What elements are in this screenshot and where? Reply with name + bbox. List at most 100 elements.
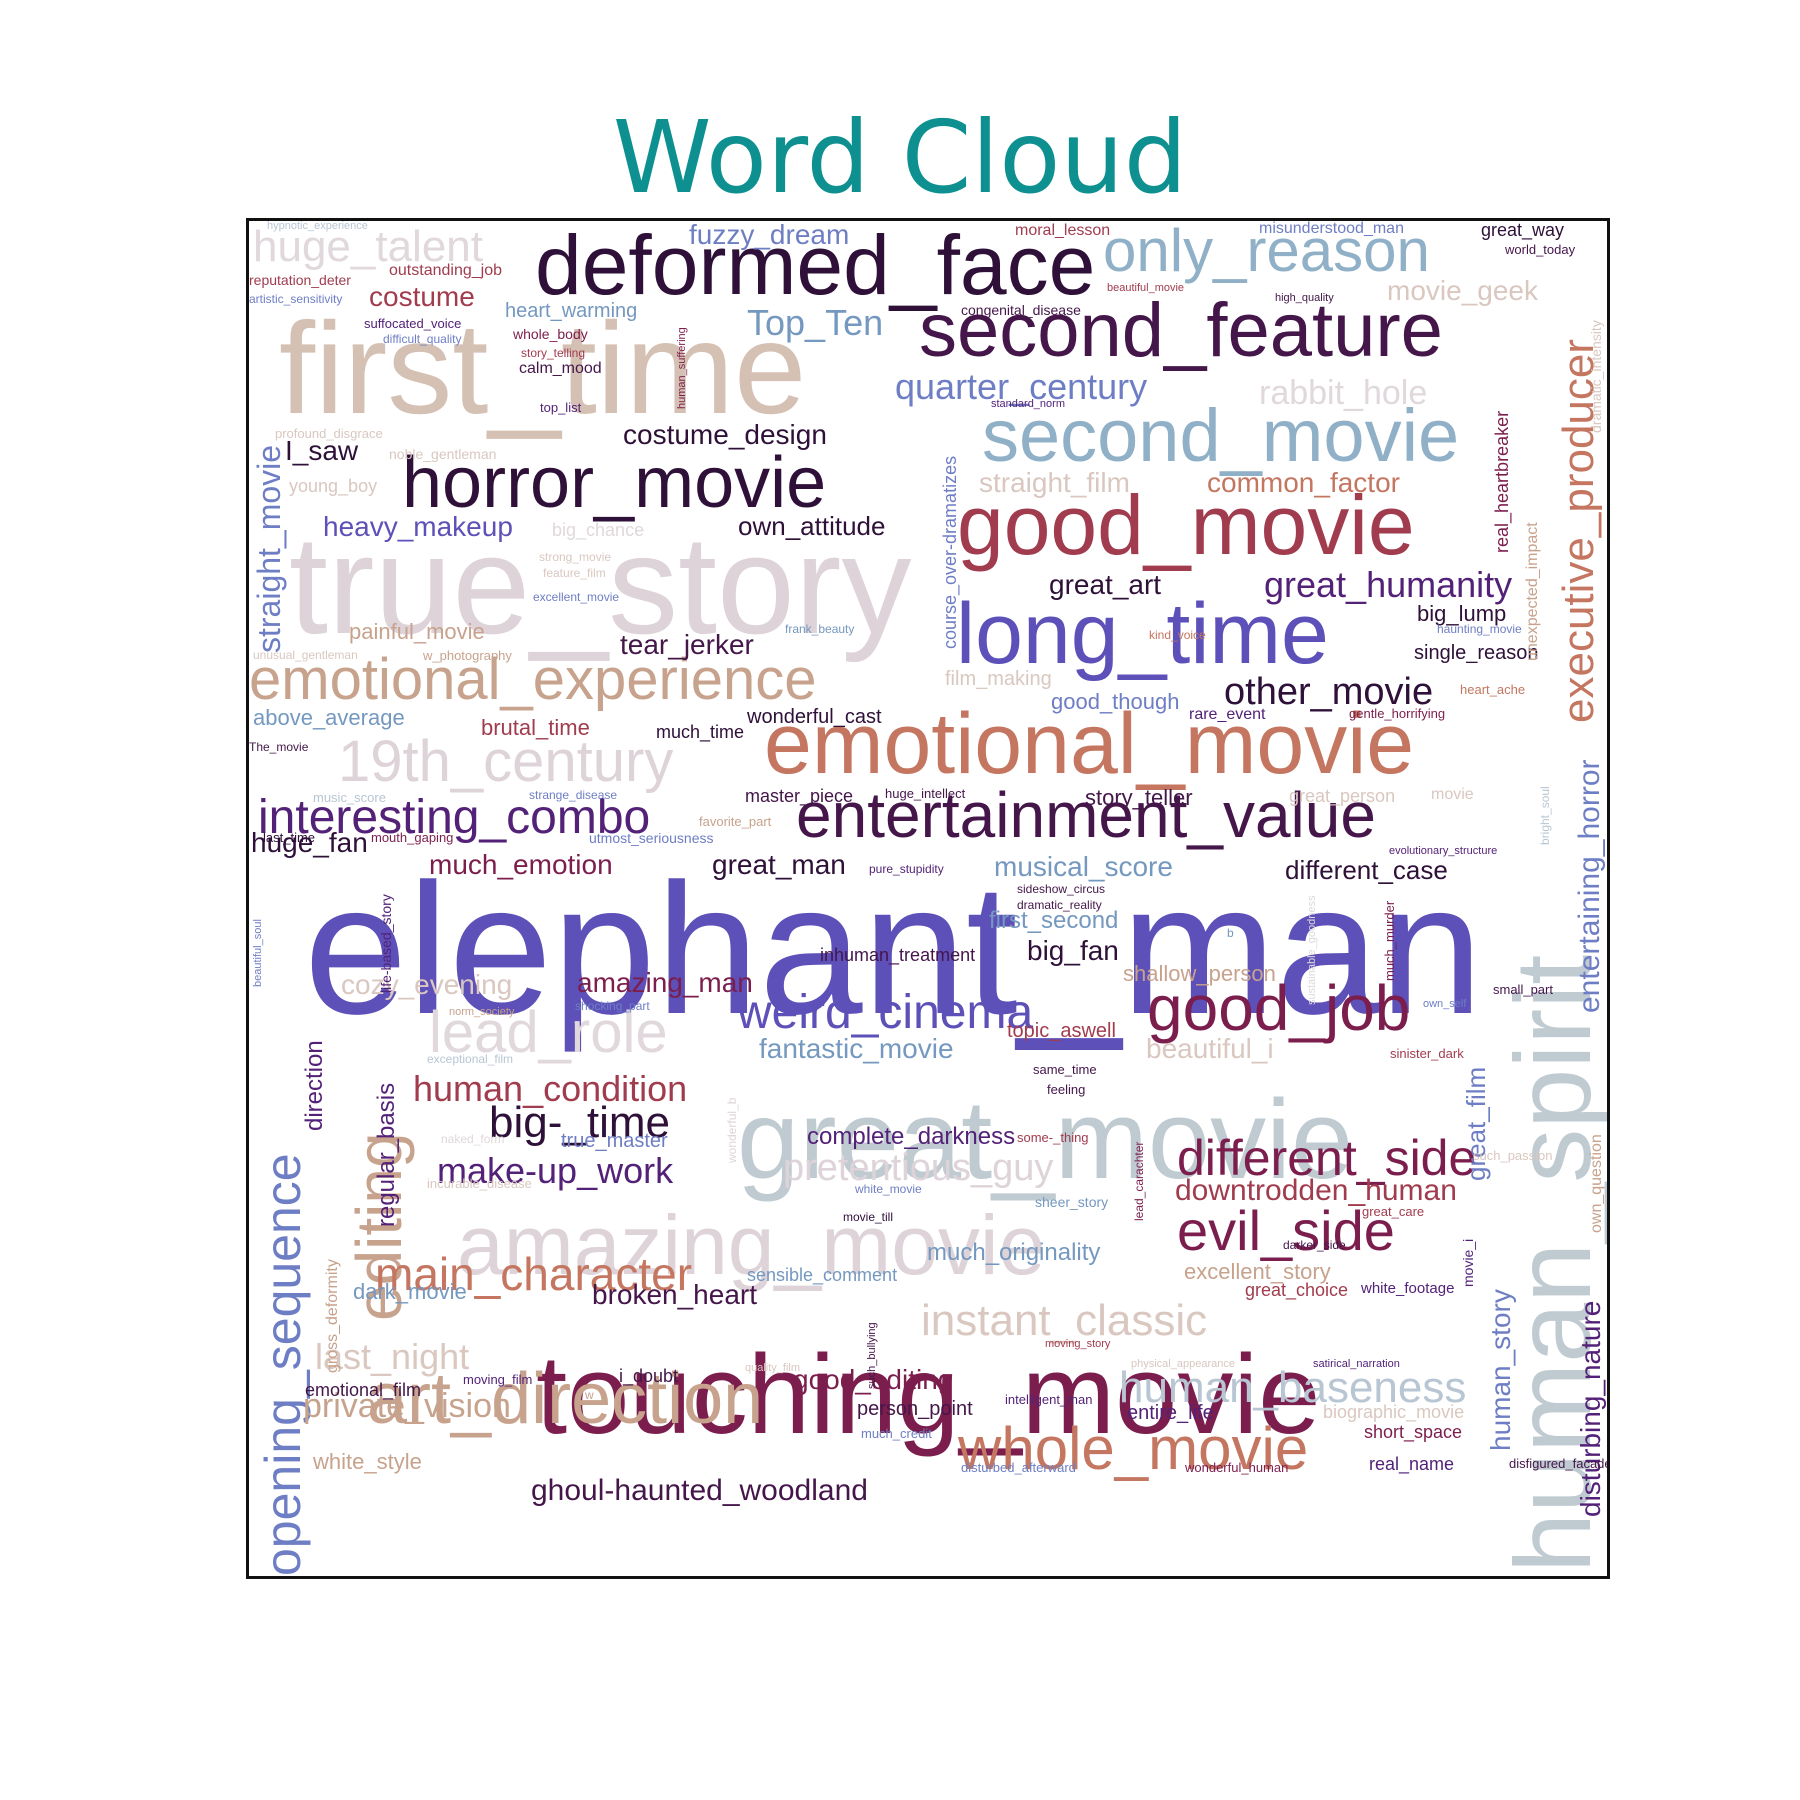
word: inhuman_treatment xyxy=(820,945,976,965)
word: some-_thing xyxy=(1017,1130,1089,1145)
word: huge_fan xyxy=(251,827,368,858)
word: bright_soul xyxy=(1538,786,1552,845)
word: costume xyxy=(369,281,475,312)
word: standard_norm xyxy=(991,398,1065,410)
word: good_job xyxy=(1147,972,1411,1044)
word: huge_talent xyxy=(253,222,483,271)
word: strong_movie xyxy=(539,550,612,564)
word: same_time xyxy=(1033,1062,1097,1077)
word: heavy_makeup xyxy=(323,511,513,542)
word: 19th_century xyxy=(338,729,674,794)
word: haunting_movie xyxy=(1437,622,1522,636)
word: excellent_movie xyxy=(533,590,620,604)
word: sinister_dark xyxy=(1390,1046,1464,1061)
word: lead_role xyxy=(429,1000,668,1065)
word: amazing_man xyxy=(577,967,753,998)
word: I_saw xyxy=(285,435,359,466)
word: long_time xyxy=(956,586,1329,682)
word: difficult_quality xyxy=(383,332,462,346)
word: brutal_time xyxy=(481,715,590,740)
word: topic_aswell xyxy=(1007,1020,1116,1042)
word: misunderstood_man xyxy=(1259,220,1404,237)
word: horror_movie xyxy=(402,443,827,523)
word: movie xyxy=(1431,786,1474,803)
word: common_factor xyxy=(1207,467,1400,498)
word: human_suffering xyxy=(676,327,688,409)
word: wonderful_human xyxy=(1185,1460,1289,1475)
word: disturbing_nature xyxy=(1575,1300,1606,1517)
word: unusual_gentleman xyxy=(253,648,358,662)
word: white_movie xyxy=(855,1182,922,1196)
word: reputation_deter xyxy=(249,272,351,288)
word: evil_side xyxy=(1177,1199,1395,1262)
word: tear_jerker xyxy=(620,629,754,660)
word: sustainable_goodness xyxy=(1306,895,1318,1005)
word: painful_movie xyxy=(349,619,485,644)
word: The_movie xyxy=(249,740,309,754)
word: much_credit xyxy=(861,1426,932,1441)
word: w_photography xyxy=(423,648,512,663)
word: human_story xyxy=(1485,1289,1516,1451)
word: music_score xyxy=(313,790,386,805)
word: different_side xyxy=(1177,1130,1477,1186)
word-cloud: elephant_man true_story first_time touch… xyxy=(246,218,1610,1579)
word: beautiful_soul xyxy=(252,919,264,987)
word: first_time xyxy=(279,295,807,441)
word: true_master xyxy=(561,1130,668,1152)
word: beautiful_i xyxy=(1146,1033,1274,1064)
word: noble_gentleman xyxy=(389,446,497,462)
word: entertaining_horror xyxy=(1573,759,1606,1014)
word: intelligent_man xyxy=(1005,1392,1093,1407)
word: straight_movie xyxy=(251,444,287,653)
word: outstanding_job xyxy=(389,262,502,279)
word: excellent_story xyxy=(1184,1259,1331,1284)
word: entire_life xyxy=(1127,1402,1214,1424)
word: disturbed_afterward xyxy=(961,1460,1076,1475)
word: rare_event xyxy=(1189,706,1266,723)
word: emotional_film xyxy=(305,1380,422,1400)
word: only_reason xyxy=(1103,218,1430,284)
word: single_reason xyxy=(1414,642,1539,664)
word: above_average xyxy=(253,705,405,730)
word: cozy_evening xyxy=(341,969,513,1000)
word: evolutionary_structure xyxy=(1389,845,1498,857)
word: true_story xyxy=(289,506,912,663)
word: incurable_disease xyxy=(427,1176,532,1191)
word: hypnotic_experience xyxy=(267,220,368,232)
word: direction xyxy=(301,1040,328,1131)
word: wonderful_b xyxy=(725,1097,739,1163)
word: great_person xyxy=(1289,786,1396,806)
word: rabbit_hole xyxy=(1259,374,1428,412)
word: story_teller xyxy=(1085,785,1193,810)
word: moving_story xyxy=(1045,1338,1111,1350)
word: naked_form xyxy=(441,1132,505,1146)
word: own_self xyxy=(1423,998,1467,1010)
word: make-up_work xyxy=(437,1150,674,1191)
word: much_originality xyxy=(927,1239,1101,1266)
word: great_man xyxy=(712,849,846,880)
word: pure_stupidity xyxy=(869,862,944,876)
word: whole_body xyxy=(513,326,588,342)
word: real_heartbreaker xyxy=(1492,410,1512,553)
word: own_attitude xyxy=(738,511,886,541)
word: elephant_man xyxy=(304,846,1483,1053)
word: opening_sequence xyxy=(255,1153,311,1576)
word: broken_heart xyxy=(592,1279,758,1310)
word: high_quality xyxy=(1275,292,1334,304)
word: feeling xyxy=(1047,1082,1086,1097)
word: world_today xyxy=(1505,242,1576,257)
word: i_doubt xyxy=(619,1366,679,1386)
word: great_art xyxy=(1049,569,1162,600)
word: shocking_part xyxy=(575,999,650,1013)
word: costume_design xyxy=(623,419,827,450)
word: course_over-dramatizes xyxy=(940,455,960,649)
word: disfigured_facade xyxy=(1509,1456,1610,1471)
word: lead_carachter xyxy=(1132,1141,1146,1221)
word: good_editing xyxy=(793,1364,954,1395)
word: sideshow_circus xyxy=(1017,882,1106,896)
word: great_care xyxy=(1362,1204,1425,1219)
word: physical_appearance xyxy=(1131,1358,1235,1370)
word: moral_lesson xyxy=(1015,222,1111,239)
word: much_emotion xyxy=(429,849,613,880)
word: other_movie xyxy=(1224,671,1434,713)
